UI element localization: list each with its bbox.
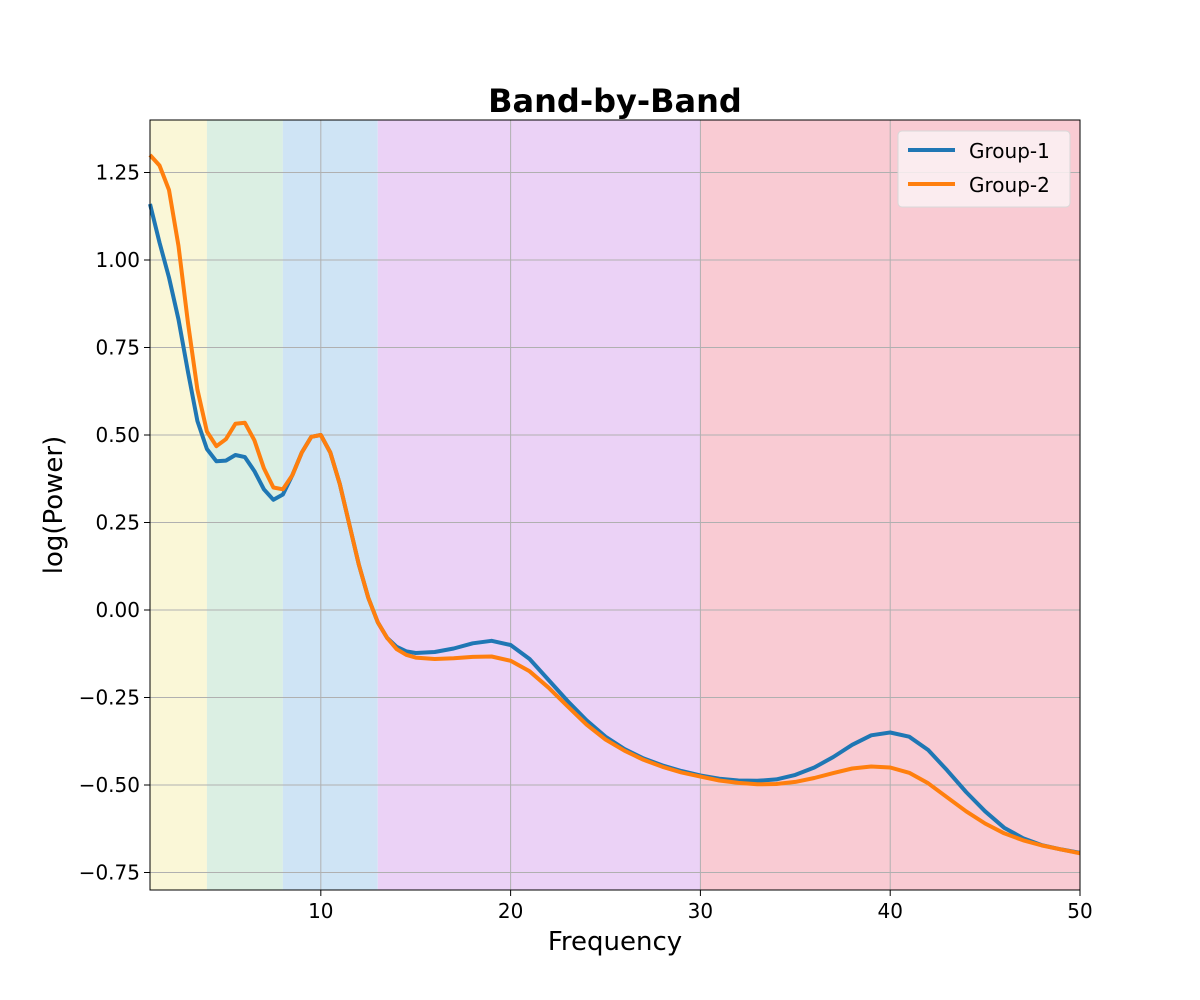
axis-ticks: 10 20 30 40 50 −0.75 −0.50 −0.25 0.00 0.25 0.50 0.7… bbox=[79, 161, 1093, 924]
series-lines bbox=[148, 153, 1081, 856]
x-tick-label: 40 bbox=[877, 899, 902, 923]
band-2 bbox=[282, 120, 378, 890]
series-line-group-1 bbox=[148, 203, 1081, 855]
y-tick-label: −0.75 bbox=[79, 861, 140, 885]
legend-label-group-2: Group-2 bbox=[969, 173, 1050, 197]
y-tick-label: −0.50 bbox=[79, 773, 140, 797]
legend-label-group-1: Group-1 bbox=[969, 139, 1050, 163]
band-3 bbox=[377, 120, 701, 890]
y-tick-label: 0.00 bbox=[95, 598, 140, 622]
y-tick-label: 1.25 bbox=[95, 161, 140, 185]
y-tick-label: 1.00 bbox=[95, 248, 140, 272]
legend: Group-1 Group-2 bbox=[897, 130, 1071, 208]
y-tick-label: 0.75 bbox=[95, 336, 140, 360]
y-axis-label: log(Power) bbox=[39, 436, 69, 575]
series-line-group-2 bbox=[148, 153, 1081, 856]
frequency-bands bbox=[150, 120, 1080, 890]
x-tick-label: 50 bbox=[1067, 899, 1092, 923]
y-tick-label: 0.50 bbox=[95, 423, 140, 447]
x-tick-label: 30 bbox=[688, 899, 713, 923]
x-axis-label: Frequency bbox=[548, 927, 682, 957]
chart-title: Band-by-Band bbox=[488, 82, 742, 120]
x-tick-label: 10 bbox=[308, 899, 333, 923]
band-1 bbox=[206, 120, 283, 890]
y-tick-label: 0.25 bbox=[95, 511, 140, 535]
plot-frame bbox=[149, 119, 1081, 891]
x-tick-label: 20 bbox=[498, 899, 523, 923]
y-tick-label: −0.25 bbox=[79, 686, 140, 710]
